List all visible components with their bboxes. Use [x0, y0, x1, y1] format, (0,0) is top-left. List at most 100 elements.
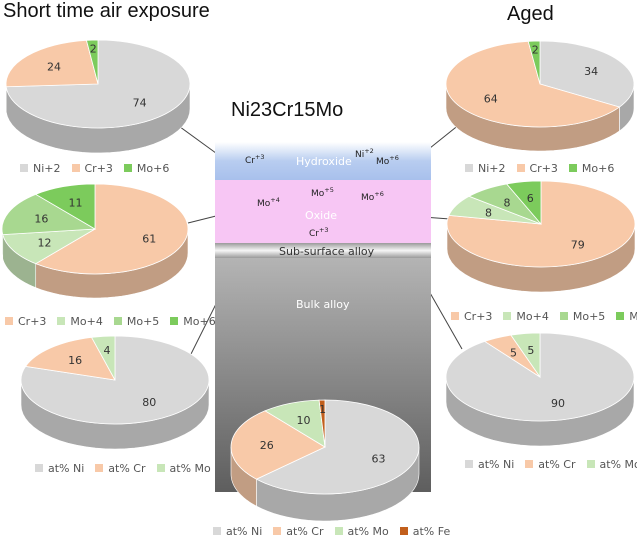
legend-swatch — [20, 164, 28, 172]
title-alloy: Ni23Cr15Mo — [231, 99, 344, 121]
legend-swatch — [123, 164, 132, 172]
legend-label: Mo+5 — [572, 310, 606, 323]
legend-label: at% Cr — [108, 462, 146, 475]
legend-short-hydroxide: Ni+2 Cr+3 Mo+6 — [20, 162, 180, 175]
legend-item-aged-oxide-mo-6: Mo+6 — [616, 310, 637, 323]
pie-charts: 74 24 2 61 12 16 11 80 16 4 63 26 10 1 34 64 2 79 88 6 90 5 5 — [1, 39, 636, 522]
legend-label: at% Cr — [286, 525, 324, 538]
legend-item-aged-hydroxide-mo-6: Mo+6 — [568, 162, 615, 175]
pie-value-aged-hydroxide-mo-6: 2 — [532, 43, 539, 56]
legend-swatch — [399, 527, 408, 535]
legend-label: Mo+6 — [581, 162, 615, 175]
legend-item-bulk-at-fe: at% Fe — [399, 525, 450, 538]
pie-short-subsurface: 80 16 4 — [20, 335, 210, 450]
hydroxide-layer — [215, 142, 431, 180]
pie-short-oxide: 61 12 16 11 — [1, 183, 189, 299]
legend-item-short-hydroxide-mo-6: Mo+6 — [123, 162, 169, 175]
title-aged: Aged — [507, 3, 554, 25]
ion-mo6-oxide: Mo+6 — [361, 190, 384, 203]
legend-swatch — [170, 317, 179, 325]
legend-aged-oxide: Cr+3 Mo+4 Mo+5 Mo+6 — [451, 310, 637, 323]
legend-swatch — [273, 527, 282, 535]
pie-value-short-hydroxide-ni-2: 74 — [133, 97, 147, 110]
pie-value-bulk-at-ni: 63 — [372, 453, 386, 466]
pie-value-aged-hydroxide-cr-3: 64 — [484, 92, 498, 105]
legend-label: Cr+3 — [529, 162, 558, 175]
pie-slice-aged-hydroxide-mo-6 — [527, 40, 541, 85]
legend-item-bulk-at-ni: at% Ni — [213, 525, 262, 538]
legend-item-short-oxide-cr-3: Cr+3 — [5, 315, 46, 328]
legend-swatch — [95, 464, 104, 472]
legend-item-short-oxide-mo-5: Mo+5 — [113, 315, 160, 328]
legend-item-aged-oxide-cr-3: Cr+3 — [451, 310, 492, 323]
ion-cr3-hydroxide: Cr+3 — [245, 153, 265, 166]
legend-item-aged-hydroxide-cr-3: Cr+3 — [516, 162, 558, 175]
pie-slice-short-hydroxide-cr-3 — [5, 39, 99, 88]
pie-slice-bulk-at-cr — [230, 410, 326, 480]
legend-swatch — [156, 464, 165, 472]
legend-swatch — [113, 317, 122, 325]
legend-item-short-hydroxide-ni-2: Ni+2 — [20, 162, 61, 175]
legend-item-short-subsurface-at-mo: at% Mo — [156, 462, 211, 475]
legend-item-short-oxide-mo-6: Mo+6 — [170, 315, 216, 328]
pie-value-short-oxide-mo-6: 11 — [69, 197, 83, 210]
ion-ni2-hydroxide: Ni+2 — [355, 147, 374, 160]
legend-swatch — [503, 312, 512, 320]
legend-item-aged-oxide-mo-5: Mo+5 — [559, 310, 606, 323]
legend-item-aged-oxide-mo-4: Mo+4 — [503, 310, 549, 323]
legend-short-oxide: Cr+3 Mo+4 Mo+5 Mo+6 — [5, 315, 227, 328]
pie-slice-short-oxide-mo-5 — [1, 193, 97, 236]
legend-swatch — [213, 527, 221, 535]
legend-label: Mo+4 — [516, 310, 549, 323]
legend-item-bulk-at-cr: at% Cr — [273, 525, 324, 538]
pie-value-aged-hydroxide-ni-2: 34 — [584, 65, 598, 78]
legend-item-aged-subsurface-at-cr: at% Cr — [525, 458, 576, 471]
legend-label: at% Ni — [48, 462, 85, 475]
pie-aged-hydroxide: 34 64 2 — [445, 40, 635, 152]
title-short-exposure: Short time air exposure — [3, 0, 210, 22]
pie-aged-oxide: 79 88 6 — [446, 180, 636, 293]
pie-value-short-subsurface-at-cr: 16 — [68, 354, 82, 367]
pie-value-aged-subsurface-at-ni: 90 — [551, 397, 565, 410]
pie-slice-aged-hydroxide-cr-3 — [445, 40, 621, 128]
pie-slice-short-hydroxide-mo-6 — [85, 39, 99, 85]
legend-swatch — [616, 312, 625, 320]
pie-value-aged-subsurface-at-mo: 5 — [527, 344, 534, 357]
legend-label: Mo+6 — [183, 315, 216, 328]
pie-slice-aged-oxide-mo-6 — [505, 180, 542, 226]
pie-value-bulk-at-fe: 1 — [319, 403, 326, 416]
legend-label: Mo+5 — [126, 315, 160, 328]
legend-label: at% Mo — [599, 458, 637, 471]
legend-short-subsurface: at% Ni at% Cr at% Mo — [35, 462, 222, 475]
pie-value-short-subsurface-at-mo: 4 — [104, 344, 111, 357]
sub-surface-alloy-label: Sub-surface alloy — [279, 245, 375, 258]
legend-label: Ni+2 — [478, 162, 506, 175]
legend-swatch — [465, 460, 473, 468]
pie-value-aged-oxide-mo-4: 8 — [485, 206, 492, 219]
legend-swatch — [57, 317, 66, 325]
legend-label: at% Mo — [169, 462, 211, 475]
ion-mo6-hydroxide: Mo+6 — [376, 154, 399, 167]
bulk-alloy-label: Bulk alloy — [296, 298, 350, 311]
ion-mo5-oxide: Mo+5 — [311, 186, 334, 199]
pie-slice-short-oxide-mo-6 — [34, 183, 96, 230]
legend-label: at% Ni — [226, 525, 263, 538]
pie-slice-bulk-at-ni — [255, 399, 420, 495]
pie-slice-short-oxide-mo-4 — [2, 228, 96, 265]
legend-label: Cr+3 — [18, 315, 47, 328]
legend-item-short-hydroxide-cr-3: Cr+3 — [71, 162, 113, 175]
pie-slice-bulk-at-fe — [318, 399, 326, 448]
pie-value-short-oxide-cr-3: 61 — [142, 233, 156, 246]
legend-swatch — [559, 312, 568, 320]
legend-swatch — [525, 460, 534, 468]
legend-swatch — [465, 164, 473, 172]
pie-short-hydroxide: 74 24 2 — [5, 39, 191, 154]
legend-bulk: at% Ni at% Cr at% Mo at% Fe — [213, 525, 461, 538]
pie-value-short-oxide-mo-5: 16 — [34, 213, 48, 226]
legend-item-short-subsurface-at-ni: at% Ni — [35, 462, 84, 475]
legend-swatch — [586, 460, 595, 468]
pie-value-short-subsurface-at-ni: 80 — [142, 396, 156, 409]
pie-slice-short-subsurface-at-mo — [90, 335, 116, 381]
